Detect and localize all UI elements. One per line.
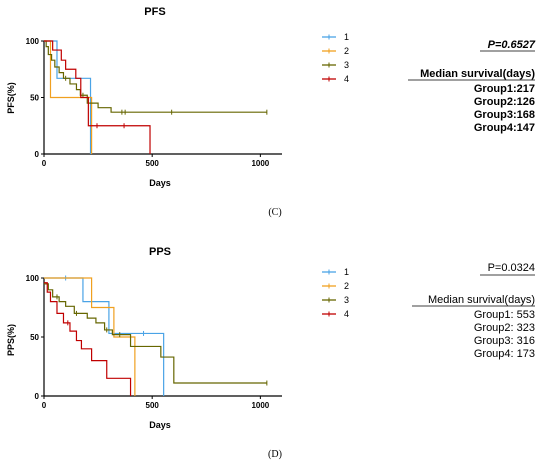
legend: 1 2 3 4 bbox=[322, 267, 349, 319]
legend-label-2: 2 bbox=[344, 281, 349, 291]
median-group-1: Group1:217 bbox=[474, 83, 535, 95]
legend-label-4: 4 bbox=[344, 74, 349, 84]
series-line-2 bbox=[44, 277, 136, 396]
median-header: Median survival(days) bbox=[428, 294, 535, 306]
series-line-4 bbox=[44, 40, 151, 154]
series-line-3 bbox=[44, 40, 267, 113]
y-tick-label: 50 bbox=[30, 94, 39, 103]
median-group-2: Group2: 323 bbox=[474, 322, 535, 334]
x-tick-label: 500 bbox=[146, 401, 160, 410]
legend: 1 2 3 4 bbox=[322, 32, 349, 84]
y-tick-label: 0 bbox=[35, 150, 40, 159]
x-tick-label: 1000 bbox=[251, 159, 269, 168]
x-tick-label: 1000 bbox=[251, 401, 269, 410]
x-tick-label: 0 bbox=[42, 159, 47, 168]
p-value: P=0.0324 bbox=[488, 262, 535, 274]
legend-label-2: 2 bbox=[344, 46, 349, 56]
legend-label-3: 3 bbox=[344, 60, 349, 70]
legend-label-1: 1 bbox=[344, 32, 349, 42]
panel-label: (C) bbox=[268, 207, 281, 218]
median-group-4: Group4:147 bbox=[474, 122, 535, 134]
series-line-3 bbox=[44, 283, 267, 384]
y-axis-label: PPS(%) bbox=[6, 324, 16, 356]
chart-title: PPS bbox=[149, 246, 171, 258]
series-line-1 bbox=[44, 277, 165, 396]
y-tick-label: 50 bbox=[30, 333, 39, 342]
y-tick-label: 0 bbox=[35, 392, 40, 401]
series-line-4 bbox=[44, 282, 132, 396]
y-axis-label: PFS(%) bbox=[6, 82, 16, 114]
p-value: P=0.6527 bbox=[488, 39, 536, 51]
y-tick-label: 100 bbox=[26, 274, 40, 283]
legend-label-3: 3 bbox=[344, 295, 349, 305]
median-group-2: Group2:126 bbox=[474, 96, 535, 108]
y-tick-label: 100 bbox=[26, 37, 40, 46]
x-axis-label: Days bbox=[149, 420, 171, 430]
legend-label-4: 4 bbox=[344, 309, 349, 319]
x-tick-label: 500 bbox=[146, 159, 160, 168]
median-group-1: Group1: 553 bbox=[474, 309, 535, 321]
panel-label: (D) bbox=[268, 449, 282, 460]
median-group-4: Group4: 173 bbox=[474, 348, 535, 360]
chart-title: PFS bbox=[144, 6, 165, 18]
median-group-3: Group3:168 bbox=[474, 109, 535, 121]
legend-label-1: 1 bbox=[344, 267, 349, 277]
x-axis-label: Days bbox=[149, 178, 171, 188]
median-group-3: Group3: 316 bbox=[474, 335, 535, 347]
median-header: Median survival(days) bbox=[420, 68, 535, 80]
x-tick-label: 0 bbox=[42, 401, 47, 410]
